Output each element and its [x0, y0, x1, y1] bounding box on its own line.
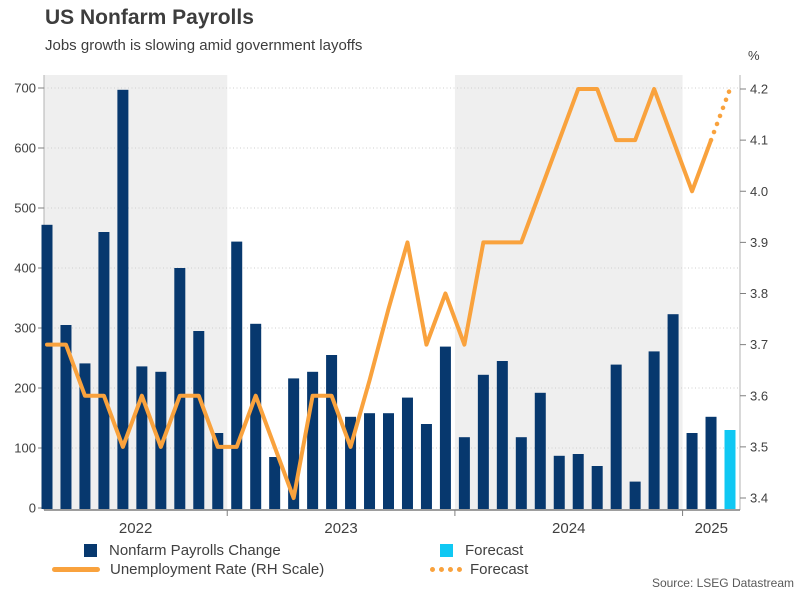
- year-tick-label: 2022: [119, 520, 152, 537]
- left-axis-tick-label: 400: [14, 261, 36, 276]
- legend-label: Forecast: [470, 561, 529, 578]
- left-axis-tick-label: 300: [14, 321, 36, 336]
- payrolls-bar: [705, 416, 717, 509]
- payrolls-bar: [193, 331, 205, 509]
- payrolls-bar: [60, 325, 72, 509]
- legend-item-unemployment: Unemployment Rate (RH Scale): [52, 561, 324, 578]
- payrolls-bar: [667, 314, 679, 509]
- payrolls-bar: [439, 346, 451, 509]
- payrolls-bar: [117, 89, 129, 510]
- payrolls-bar: [269, 457, 281, 509]
- payrolls-bar: [364, 413, 376, 509]
- year-tick-label: 2023: [324, 520, 357, 537]
- source-credit: Source: LSEG Datastream: [651, 576, 794, 590]
- payrolls-bar: [686, 433, 698, 509]
- payrolls-bar: [79, 363, 91, 509]
- payrolls-bar: [231, 241, 243, 509]
- forecast-bar: [724, 430, 736, 509]
- legend-label: Unemployment Rate (RH Scale): [110, 561, 325, 578]
- chart-subtitle: Jobs growth is slowing amid government l…: [45, 37, 363, 54]
- unemployment-forecast-dotted-line: [708, 86, 733, 143]
- legend-item-bar-forecast: Forecast: [440, 542, 523, 559]
- payrolls-bar: [288, 378, 300, 509]
- payrolls-bar: [307, 371, 319, 509]
- left-axis-tick-label: 0: [29, 501, 36, 516]
- orange-line-swatch-icon: [52, 567, 100, 572]
- payrolls-bar: [458, 437, 470, 509]
- right-axis-unit-label: %: [748, 48, 760, 63]
- right-axis-tick-label: 4.0: [750, 184, 768, 199]
- payrolls-bar: [98, 232, 110, 509]
- left-axis-tick-label: 700: [14, 81, 36, 96]
- year-band: [454, 75, 683, 510]
- left-axis-tick-label: 200: [14, 381, 36, 396]
- payrolls-bar: [212, 433, 224, 509]
- payrolls-bar: [250, 323, 262, 509]
- payrolls-bar: [174, 268, 186, 509]
- payrolls-bar: [534, 392, 546, 509]
- payrolls-bar: [629, 481, 641, 509]
- payrolls-bar: [553, 455, 565, 509]
- payrolls-bar: [420, 424, 432, 509]
- legend-item-line-forecast: Forecast: [430, 561, 528, 578]
- right-axis-tick-label: 3.4: [750, 491, 768, 506]
- legend-label: Nonfarm Payrolls Change: [109, 542, 281, 559]
- payrolls-bar: [477, 374, 489, 509]
- legend-label: Forecast: [465, 542, 524, 559]
- payrolls-bar: [41, 224, 53, 510]
- payrolls-bar: [383, 413, 394, 509]
- payrolls-bar: [515, 437, 527, 509]
- right-axis-tick-label: 4.1: [750, 133, 768, 148]
- navy-square-swatch-icon: [84, 544, 97, 557]
- right-axis-tick-label: 3.7: [750, 337, 768, 352]
- year-tick-label: 2025: [695, 520, 728, 537]
- payrolls-bar: [648, 351, 660, 509]
- right-axis-tick-label: 4.2: [750, 82, 768, 97]
- payrolls-bar: [401, 397, 413, 509]
- payrolls-bar: [591, 466, 603, 509]
- legend-item-payrolls: Nonfarm Payrolls Change: [84, 542, 281, 559]
- payrolls-bar: [572, 454, 584, 509]
- payrolls-bar: [136, 366, 148, 509]
- year-tick-label: 2024: [552, 520, 585, 537]
- right-axis-tick-label: 3.8: [750, 286, 768, 301]
- left-axis-tick-label: 500: [14, 201, 36, 216]
- cyan-square-swatch-icon: [440, 544, 453, 557]
- payrolls-bar: [345, 416, 357, 509]
- unemployment-line: [45, 87, 714, 500]
- right-axis-tick-label: 3.9: [750, 235, 768, 250]
- chart-legend: Nonfarm Payrolls Change Forecast Unemplo…: [0, 542, 801, 584]
- payrolls-bar: [496, 361, 508, 509]
- left-axis-tick-label: 600: [14, 141, 36, 156]
- payrolls-bar: [610, 364, 622, 509]
- left-axis-tick-label: 100: [14, 441, 36, 456]
- page-title: US Nonfarm Payrolls: [45, 6, 254, 29]
- right-axis-tick-label: 3.6: [750, 388, 768, 403]
- right-axis-tick-label: 3.5: [750, 439, 768, 454]
- orange-dotted-swatch-icon: [430, 567, 462, 572]
- payrolls-bar: [155, 371, 167, 509]
- payrolls-bar: [326, 355, 338, 509]
